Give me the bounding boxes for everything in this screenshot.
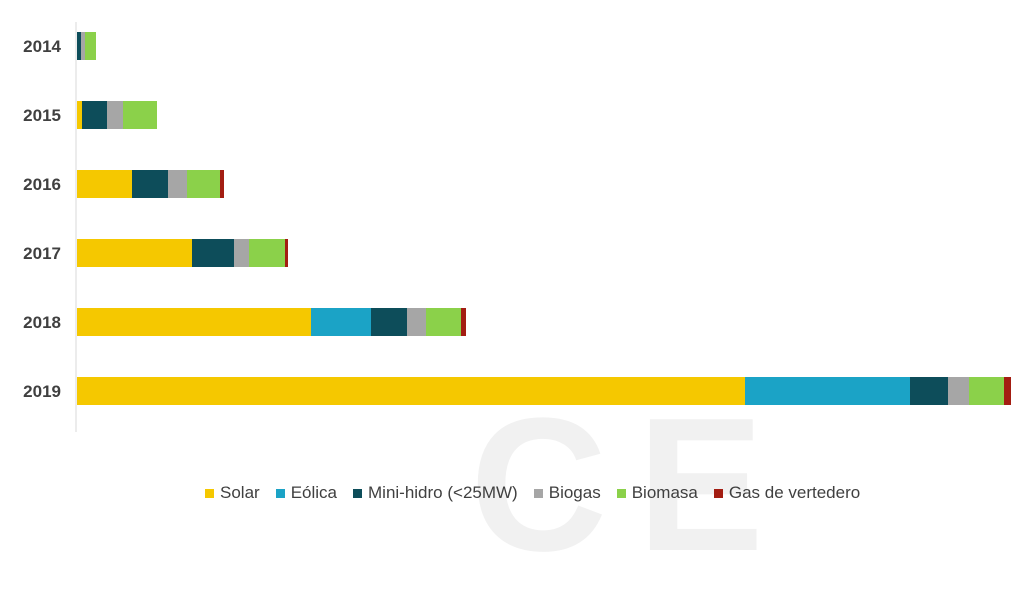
bar-2019-series-3	[948, 377, 969, 405]
legend-swatch	[713, 488, 723, 498]
category-label-2015: 2015	[23, 106, 61, 125]
bar-2019-series-1	[745, 377, 910, 405]
category-label-2014: 2014	[23, 37, 61, 56]
category-label-2016: 2016	[23, 175, 61, 194]
legend-label: Biogas	[548, 483, 601, 502]
legend-swatch	[205, 488, 214, 498]
legend-swatch	[616, 488, 626, 498]
legend-label: Mini-hidro (<25MW)	[368, 483, 518, 502]
bar-2018-series-1	[311, 308, 371, 336]
bar-2018-series-0	[77, 308, 311, 336]
bar-2017-series-0	[77, 239, 192, 267]
bar-2014-series-4	[85, 32, 96, 60]
bar-2017-series-3	[234, 239, 249, 267]
bar-2016-series-4	[187, 170, 220, 198]
category-label-2019: 2019	[23, 382, 61, 401]
bar-2015-series-3	[107, 101, 123, 129]
legend-item-5: Gas de vertedero	[713, 483, 861, 503]
bar-2018-series-4	[426, 308, 461, 336]
legend-item-3: Biogas	[533, 483, 601, 503]
bar-2016-series-0	[77, 170, 132, 198]
legend-label: Biomasa	[631, 483, 698, 502]
legend-label: Gas de vertedero	[728, 483, 861, 502]
bar-2019-series-2	[910, 377, 948, 405]
bar-2019-series-0	[77, 377, 745, 405]
legend-label: Eólica	[290, 483, 337, 502]
category-label-2018: 2018	[23, 313, 61, 332]
bar-2017-series-2	[192, 239, 234, 267]
bar-2017-series-4	[249, 239, 285, 267]
stacked-bar-chart: 2014 2015 2016 2017 2018 2019	[23, 22, 1011, 432]
bar-2014-series-3	[81, 32, 85, 60]
bar-2018-series-3	[407, 308, 426, 336]
legend-swatch	[533, 488, 543, 498]
category-label-2017: 2017	[23, 244, 61, 263]
legend-swatch	[353, 488, 362, 498]
legend-item-2: Mini-hidro (<25MW)	[353, 483, 518, 503]
bar-2018-series-2	[371, 308, 407, 336]
bar-2016-series-5	[220, 170, 224, 198]
bar-2014-series-2	[77, 32, 81, 60]
bar-2015-series-4	[123, 101, 157, 129]
bars-group	[77, 32, 1011, 405]
bar-2015-series-0	[77, 101, 82, 129]
bar-2015-series-2	[82, 101, 107, 129]
legend-item-0: Solar	[205, 483, 260, 503]
legend-swatch	[275, 488, 285, 498]
bar-2019-series-4	[969, 377, 1004, 405]
legend-item-1: Eólica	[275, 483, 337, 503]
legend-label: Solar	[220, 483, 260, 502]
bar-2016-series-3	[168, 170, 187, 198]
legend-item-4: Biomasa	[616, 483, 698, 503]
bar-2016-series-2	[132, 170, 168, 198]
chart-legend: Solar Eólica Mini-hidro (<25MW) Biogas Bioma…	[205, 483, 860, 503]
bar-2018-series-5	[461, 308, 466, 336]
category-labels-group: 2014 2015 2016 2017 2018 2019	[23, 37, 61, 401]
bar-2017-series-5	[285, 239, 288, 267]
bar-2019-series-5	[1004, 377, 1011, 405]
